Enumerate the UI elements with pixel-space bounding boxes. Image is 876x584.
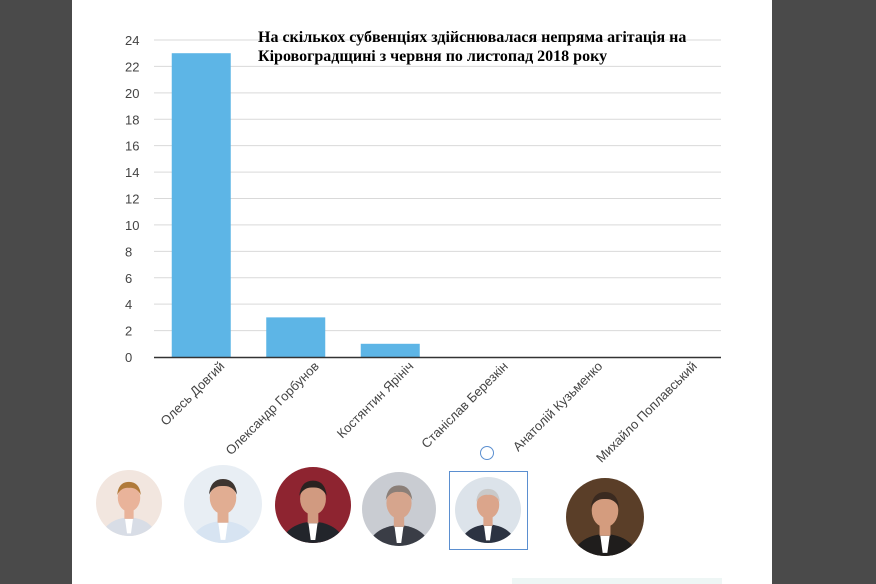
bottom-strip bbox=[512, 578, 722, 584]
bar bbox=[266, 317, 326, 357]
x-tick-label: Олесь Довгий bbox=[157, 359, 227, 429]
x-tick-label: Станіслав Березкін bbox=[418, 359, 511, 452]
right-backdrop bbox=[772, 0, 876, 584]
person-portrait-icon[interactable] bbox=[455, 477, 521, 543]
y-tick-label: 16 bbox=[125, 139, 139, 154]
left-backdrop bbox=[0, 0, 72, 584]
portrait-drawing bbox=[101, 481, 157, 536]
x-tick-label: Костянтин Ярініч bbox=[334, 359, 417, 442]
y-tick-label: 22 bbox=[125, 59, 139, 74]
y-tick-label: 6 bbox=[125, 271, 132, 286]
bar bbox=[360, 343, 420, 357]
portrait-drawing bbox=[281, 480, 345, 543]
person-portrait-icon bbox=[96, 470, 162, 536]
portrait-drawing bbox=[460, 488, 516, 543]
rotate-handle[interactable] bbox=[480, 446, 494, 460]
portrait-drawing bbox=[190, 479, 256, 543]
y-tick-label: 10 bbox=[125, 218, 139, 233]
y-tick-label: 18 bbox=[125, 112, 139, 127]
x-tick-label: Анатолій Кузьменко bbox=[510, 359, 606, 455]
y-tick-label: 12 bbox=[125, 192, 139, 207]
person-portrait-icon bbox=[275, 467, 351, 543]
document-page: 0 2 4 6 8 10 12 14 16 18 20 22 24 Олесь Довгий Олексан… bbox=[72, 0, 772, 584]
y-tick-label: 2 bbox=[125, 324, 132, 339]
person-portrait-icon bbox=[362, 472, 436, 546]
portrait-drawing bbox=[368, 485, 430, 546]
y-tick-label: 0 bbox=[125, 350, 132, 365]
person-portrait-icon bbox=[566, 478, 644, 556]
y-tick-label: 24 bbox=[125, 33, 139, 48]
y-tick-label: 14 bbox=[125, 165, 139, 180]
x-tick-label: Михайло Поплавський bbox=[593, 359, 700, 466]
y-tick-label: 20 bbox=[125, 86, 139, 101]
image-selection-box[interactable] bbox=[449, 471, 528, 550]
y-tick-label: 4 bbox=[125, 297, 132, 312]
portrait-drawing bbox=[572, 492, 638, 556]
person-portrait-icon bbox=[184, 465, 262, 543]
x-tick-label: Олександр Горбунов bbox=[222, 358, 321, 457]
y-tick-label: 8 bbox=[125, 244, 132, 259]
chart-title: На скількох субвенціях здійснювалася неп… bbox=[258, 29, 687, 65]
bar bbox=[171, 53, 231, 357]
